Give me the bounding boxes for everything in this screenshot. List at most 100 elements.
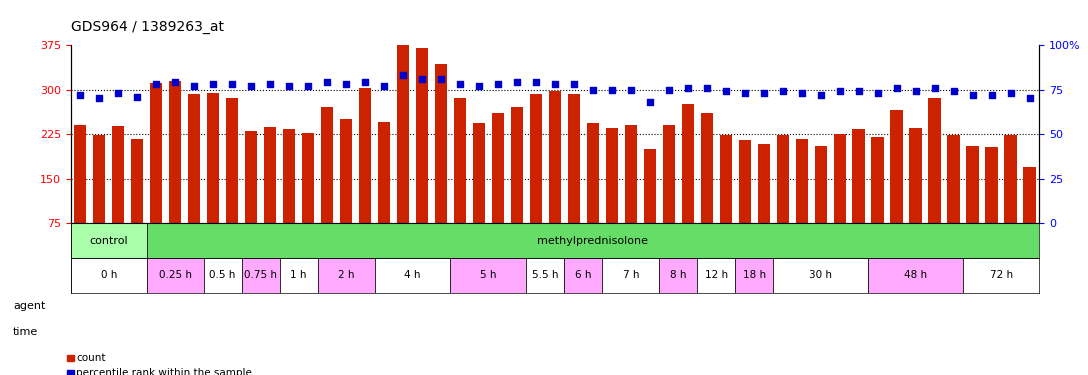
Bar — [928, 99, 941, 223]
Point — [281, 83, 298, 89]
Bar — [1004, 180, 1016, 268]
Bar — [701, 113, 713, 223]
Bar — [871, 137, 883, 223]
Bar — [321, 152, 333, 268]
Point — [508, 80, 526, 86]
Point — [470, 83, 487, 89]
Text: 1 h: 1 h — [290, 270, 307, 280]
FancyBboxPatch shape — [147, 258, 203, 292]
Point — [622, 87, 640, 93]
Text: count: count — [76, 353, 106, 363]
Bar — [795, 140, 808, 223]
Bar — [188, 94, 200, 223]
Bar — [1024, 211, 1036, 268]
Point — [72, 92, 89, 98]
Point — [261, 81, 279, 87]
Bar — [112, 126, 124, 223]
Point — [148, 81, 165, 87]
Bar — [530, 138, 542, 268]
FancyBboxPatch shape — [963, 258, 1039, 292]
Bar — [681, 104, 694, 223]
Point — [110, 90, 127, 96]
Point — [565, 81, 582, 87]
FancyBboxPatch shape — [450, 258, 527, 292]
Bar — [606, 128, 618, 223]
Bar — [586, 168, 599, 268]
Bar — [948, 180, 960, 268]
Text: 30 h: 30 h — [809, 270, 832, 280]
FancyBboxPatch shape — [203, 258, 242, 292]
Point — [299, 83, 317, 89]
Bar — [359, 132, 371, 268]
Point — [584, 87, 602, 93]
Bar — [301, 177, 314, 268]
Bar — [815, 190, 827, 268]
Point — [185, 83, 202, 89]
Bar — [910, 128, 922, 223]
Bar — [644, 149, 656, 223]
Text: control: control — [89, 236, 128, 246]
Bar — [948, 135, 960, 223]
Text: 12 h: 12 h — [705, 270, 728, 280]
Point — [319, 80, 336, 86]
Bar — [833, 178, 845, 268]
Text: 0 h: 0 h — [100, 270, 116, 280]
Bar — [169, 125, 182, 268]
Text: percentile rank within the sample: percentile rank within the sample — [76, 368, 252, 375]
Bar — [890, 110, 903, 223]
Point — [679, 85, 696, 91]
Bar — [663, 125, 675, 223]
Text: GDS964 / 1389263_at: GDS964 / 1389263_at — [71, 20, 224, 34]
FancyBboxPatch shape — [374, 258, 450, 292]
FancyBboxPatch shape — [565, 258, 603, 292]
Point — [660, 87, 678, 93]
Bar — [397, 42, 409, 223]
Bar — [719, 180, 732, 268]
Bar — [169, 81, 182, 223]
Bar — [226, 143, 238, 268]
Bar — [1004, 135, 1016, 223]
Text: agent: agent — [13, 301, 46, 310]
Bar — [853, 174, 865, 268]
Point — [337, 81, 355, 87]
Bar — [777, 180, 789, 268]
Text: 0.75 h: 0.75 h — [244, 270, 277, 280]
Bar — [131, 184, 144, 268]
Bar — [606, 173, 618, 268]
Point — [413, 76, 431, 82]
Point — [452, 81, 469, 87]
Bar — [339, 119, 353, 223]
FancyBboxPatch shape — [735, 258, 774, 292]
Bar — [378, 167, 391, 268]
Point — [394, 72, 411, 78]
Bar — [1024, 167, 1036, 223]
Bar — [74, 125, 86, 223]
Bar — [701, 158, 713, 268]
Text: 4 h: 4 h — [405, 270, 421, 280]
Bar — [454, 99, 466, 223]
Bar — [283, 174, 295, 268]
Bar — [928, 143, 941, 268]
FancyBboxPatch shape — [774, 258, 868, 292]
Bar — [568, 138, 580, 268]
Point — [982, 92, 1000, 98]
Point — [490, 81, 507, 87]
Point — [717, 88, 734, 94]
FancyBboxPatch shape — [280, 258, 318, 292]
Bar — [986, 192, 998, 268]
Bar — [815, 146, 827, 223]
Bar — [435, 108, 447, 268]
Text: 6 h: 6 h — [576, 270, 592, 280]
Text: 5.5 h: 5.5 h — [532, 270, 558, 280]
Bar — [510, 107, 523, 223]
Bar — [283, 129, 295, 223]
Bar — [378, 122, 391, 223]
Bar — [966, 146, 979, 223]
Bar — [454, 143, 466, 268]
FancyBboxPatch shape — [71, 223, 147, 258]
Point — [205, 81, 222, 87]
Point — [223, 81, 240, 87]
Bar — [739, 140, 751, 223]
Bar — [339, 164, 353, 268]
Bar — [321, 107, 333, 223]
